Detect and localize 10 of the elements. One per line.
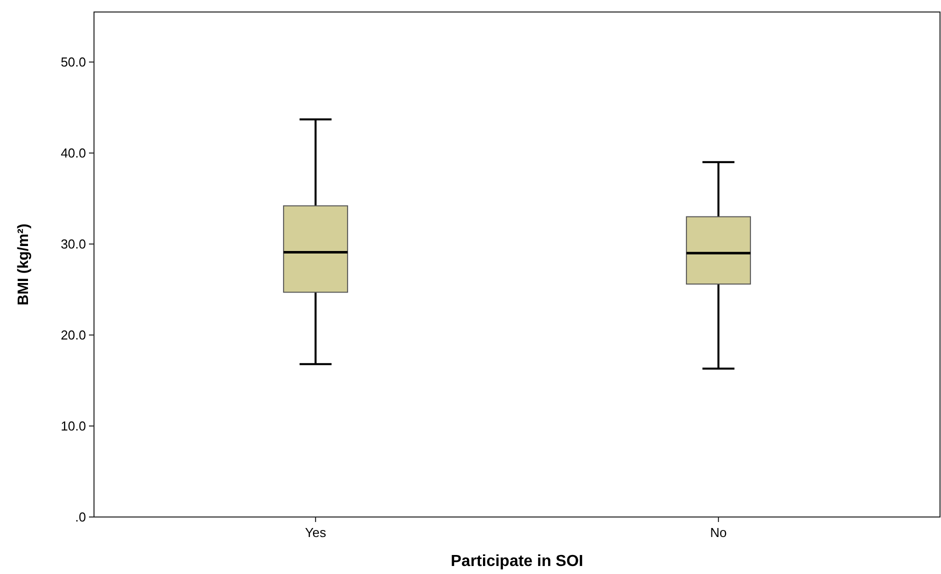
y-tick-label: 30.0 <box>60 236 86 252</box>
x-tick-label: Yes <box>304 525 327 540</box>
y-tick-label: 50.0 <box>60 54 86 70</box>
y-tick-label: 20.0 <box>60 328 86 343</box>
y-tick-label: 40.0 <box>60 146 86 161</box>
y-axis-title: BMI (kg/m²) <box>15 224 32 306</box>
x-axis-title: Participate in SOI <box>450 553 584 570</box>
y-tick-label: 10.0 <box>60 418 86 434</box>
y-tick-label: .0 <box>75 510 86 525</box>
x-tick-label: No <box>710 525 727 540</box>
